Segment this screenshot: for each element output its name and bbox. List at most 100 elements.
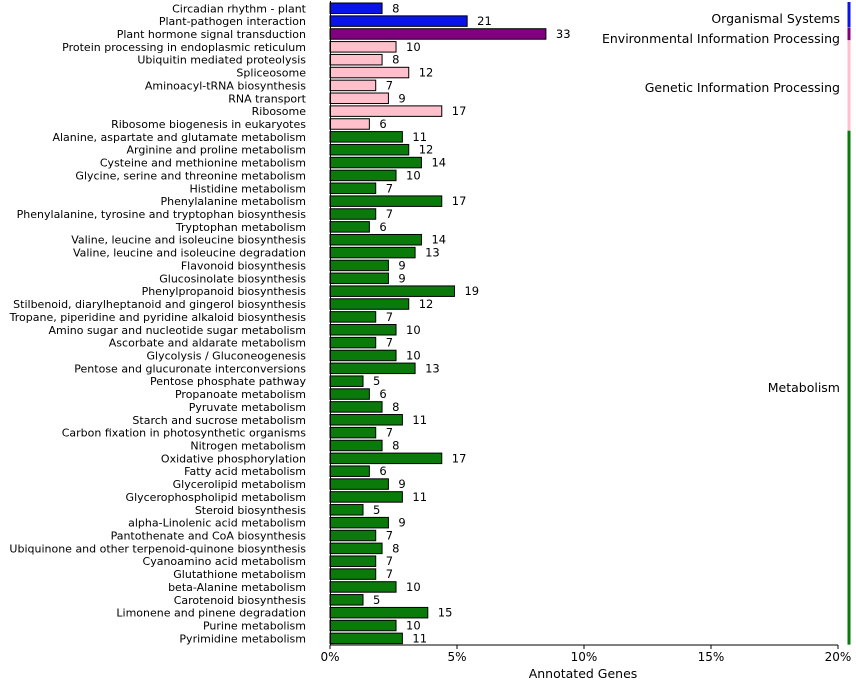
bar-value-label: 17 [452, 451, 467, 465]
bar [329, 388, 370, 400]
bar-value-label: 15 [438, 606, 453, 620]
category-label: Amino sugar and nucleotide sugar metabol… [48, 324, 306, 337]
bar [329, 15, 468, 27]
bar-value-label: 21 [477, 14, 492, 28]
bar [329, 362, 416, 375]
bar [329, 79, 377, 92]
bar [329, 606, 429, 619]
bar [329, 581, 397, 593]
category-label: Carotenoid biosynthesis [174, 594, 307, 607]
bar [329, 92, 389, 105]
category-label: Phenylalanine, tyrosine and tryptophan b… [17, 208, 307, 221]
category-label: Protein processing in endoplasmic reticu… [62, 41, 306, 54]
bar [329, 555, 377, 567]
x-tick-label: 5% [447, 650, 466, 664]
bar [329, 182, 377, 195]
category-label: alpha-Linolenic acid metabolism [128, 517, 306, 530]
x-tick-label: 20% [825, 650, 852, 664]
category-label: Tropane, piperidine and pyridine alkaloi… [9, 311, 307, 324]
bar-value-label: 11 [412, 413, 427, 427]
category-label: Aminoacyl-tRNA biosynthesis [145, 79, 306, 92]
category-label: Purine metabolism [203, 620, 306, 633]
category-label: Tryptophan metabolism [175, 221, 306, 234]
bar-value-label: 11 [412, 130, 427, 144]
bar-value-label: 5 [373, 593, 380, 607]
bar [329, 41, 397, 53]
bar-value-label: 17 [452, 194, 467, 208]
category-label: Stilbenoid, diarylheptanoid and gingerol… [13, 298, 306, 311]
category-label: Plant hormone signal transduction [117, 28, 306, 41]
category-label: Glucosinolate biosynthesis [159, 272, 306, 285]
group-brackets: Organismal Systems Environmental Informat… [602, 2, 851, 645]
bar-value-label: 7 [386, 310, 393, 324]
bar-value-label: 9 [398, 516, 405, 530]
group-label: Environmental Information Processing [602, 31, 840, 46]
bar-value-label: 6 [379, 117, 386, 131]
x-axis-title: Annotated Genes [529, 666, 638, 681]
category-label: Alanine, aspartate and glutamate metabol… [52, 131, 306, 144]
bar-value-label: 7 [386, 567, 393, 581]
bar [329, 491, 403, 503]
bar-value-label: 10 [406, 323, 421, 337]
bar [329, 414, 403, 426]
x-axis: 0% 5% 10% 15% 20% [320, 1, 851, 664]
category-label: Valine, leucine and isoleucine biosynthe… [71, 234, 306, 247]
bar [329, 285, 455, 297]
category-label: Cyanoamino acid metabolism [143, 555, 306, 568]
bar-value-label: 19 [464, 284, 479, 298]
bar-value-label: 7 [386, 554, 393, 568]
bar-value-label: 9 [398, 271, 405, 285]
bar [329, 594, 364, 606]
group-label: Metabolism [768, 380, 840, 395]
bar-value-label: 8 [392, 438, 399, 452]
bar [329, 324, 397, 336]
x-tick-label: 15% [698, 650, 725, 664]
bar [329, 143, 410, 156]
category-label: Glycolysis / Gluconeogenesis [147, 349, 307, 362]
bar-value-label: 8 [392, 53, 399, 67]
bar-value-label: 10 [406, 619, 421, 633]
bar-value-label: 8 [392, 1, 399, 15]
bar [329, 221, 370, 233]
category-label: RNA transport [228, 92, 306, 105]
category-label: Carbon fixation in photosynthetic organi… [62, 427, 307, 440]
category-label: Arginine and proline metabolism [127, 144, 307, 157]
bar [329, 619, 397, 632]
category-label: Ubiquitin mediated proteolysis [137, 54, 306, 67]
bar [329, 504, 364, 516]
bar-value-label: 17 [452, 104, 467, 118]
bar-value-label: 9 [398, 258, 405, 272]
bar [329, 195, 443, 207]
category-label: Ascorbate and aldarate metabolism [109, 337, 306, 350]
bar-value-label: 33 [556, 27, 571, 41]
category-label: Spliceosome [236, 67, 306, 80]
bar-value-label: 6 [379, 220, 386, 234]
bar [329, 401, 383, 413]
bar-value-label: 7 [386, 529, 393, 543]
bar-value-label: 12 [419, 143, 434, 157]
bar [329, 349, 397, 362]
bar-value-label: 13 [425, 361, 440, 375]
category-label: Histidine metabolism [189, 182, 306, 195]
category-label: Phenylalanine metabolism [160, 195, 306, 208]
bar-value-label: 10 [406, 348, 421, 362]
group-label: Genetic Information Processing [645, 80, 840, 95]
category-label: Flavonoid biosynthesis [181, 259, 306, 272]
bar [329, 169, 397, 182]
category-label: Glycerophospholipid metabolism [126, 491, 306, 504]
bar [329, 208, 377, 220]
category-label: beta-Alanine metabolism [168, 581, 306, 594]
bar-value-label: 14 [431, 156, 446, 170]
category-label: Phenylpropanoid biosynthesis [142, 285, 307, 298]
bar [329, 246, 416, 259]
bar-value-label: 8 [392, 400, 399, 414]
bar [329, 452, 443, 465]
bar [329, 233, 422, 246]
bar [329, 632, 403, 645]
category-label: Valine, leucine and isoleucine degradati… [73, 247, 306, 260]
bar-value-label: 7 [386, 426, 393, 440]
bar [329, 131, 403, 143]
category-label: Nitrogen metabolism [190, 439, 306, 452]
